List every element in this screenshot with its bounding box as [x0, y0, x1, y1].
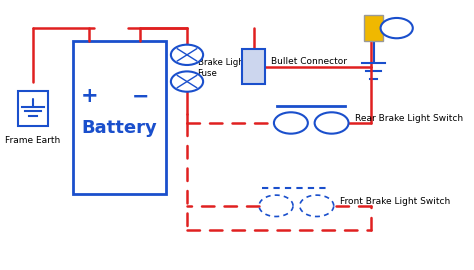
Bar: [242, 49, 265, 84]
Bar: [18, 91, 48, 126]
Bar: [364, 15, 383, 42]
Circle shape: [274, 112, 308, 134]
Circle shape: [171, 45, 203, 65]
Circle shape: [171, 71, 203, 92]
Text: Brake Light
Fuse: Brake Light Fuse: [198, 58, 247, 78]
Text: Rear Brake Light Switch: Rear Brake Light Switch: [355, 114, 463, 123]
Text: Front Brake Light Switch: Front Brake Light Switch: [340, 197, 450, 206]
Text: Battery: Battery: [81, 119, 157, 137]
Text: +: +: [81, 86, 98, 106]
Text: Frame Earth: Frame Earth: [6, 136, 61, 145]
Circle shape: [315, 112, 348, 134]
Text: Bullet Connector: Bullet Connector: [271, 57, 346, 66]
Bar: [73, 42, 166, 194]
Text: −: −: [132, 86, 149, 106]
Circle shape: [381, 18, 413, 38]
